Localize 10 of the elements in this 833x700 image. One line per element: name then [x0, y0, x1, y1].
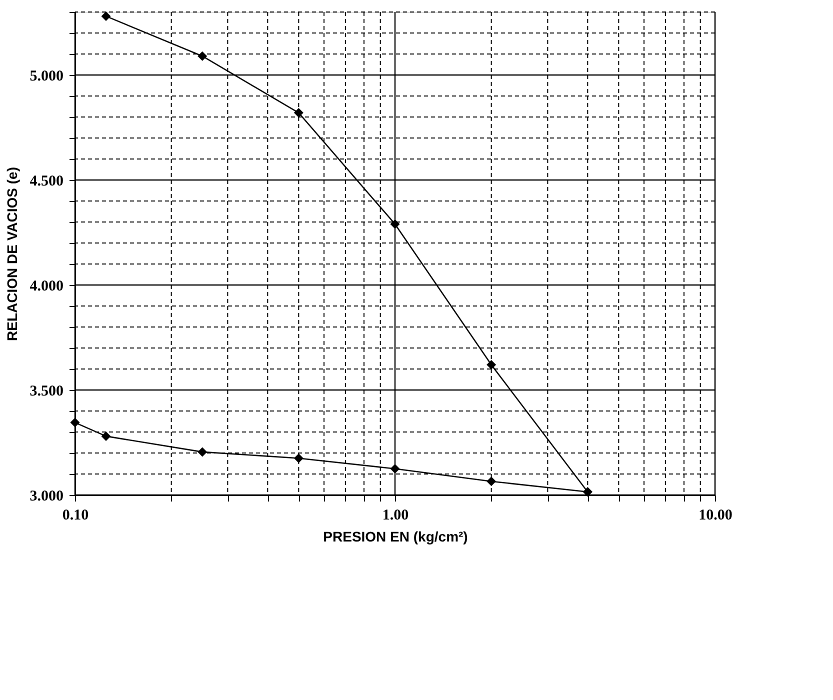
y-tick-label: 5.000 — [30, 68, 64, 84]
y-tick-label: 3.500 — [30, 384, 64, 400]
x-tick-label: 0.10 — [62, 508, 89, 524]
y-tick-label: 4.500 — [30, 174, 64, 190]
y-tick-label: 4.000 — [30, 278, 64, 294]
y-axis-title: RELACION DE VACIOS (e) — [4, 167, 20, 341]
x-axis-title: PRESION EN (kg/cm²) — [323, 528, 468, 544]
x-tick-label: 1.00 — [382, 508, 409, 524]
y-tick-label: 3.000 — [30, 488, 64, 504]
x-tick-label: 10.00 — [698, 508, 732, 524]
